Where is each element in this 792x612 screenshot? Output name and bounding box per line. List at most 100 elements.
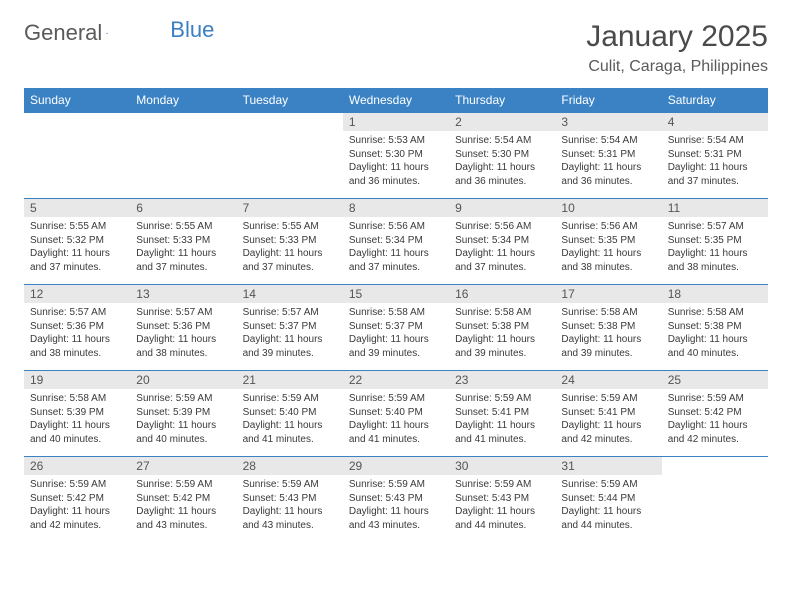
day-details: Sunrise: 5:55 AMSunset: 5:33 PMDaylight:… [237,217,343,278]
day-details: Sunrise: 5:55 AMSunset: 5:33 PMDaylight:… [130,217,236,278]
calendar-week-row: 19Sunrise: 5:58 AMSunset: 5:39 PMDayligh… [24,371,768,457]
day-number: 28 [237,457,343,475]
calendar-cell: 27Sunrise: 5:59 AMSunset: 5:42 PMDayligh… [130,457,236,543]
day-details: Sunrise: 5:57 AMSunset: 5:36 PMDaylight:… [130,303,236,364]
day-details: Sunrise: 5:57 AMSunset: 5:35 PMDaylight:… [662,217,768,278]
day-number: 4 [662,113,768,131]
day-number: 18 [662,285,768,303]
calendar-cell: 6Sunrise: 5:55 AMSunset: 5:33 PMDaylight… [130,199,236,285]
weekday-header: Saturday [662,88,768,113]
day-number: 6 [130,199,236,217]
day-number: 27 [130,457,236,475]
day-number: 15 [343,285,449,303]
calendar-cell: 7Sunrise: 5:55 AMSunset: 5:33 PMDaylight… [237,199,343,285]
calendar-cell: 21Sunrise: 5:59 AMSunset: 5:40 PMDayligh… [237,371,343,457]
day-number: 8 [343,199,449,217]
day-details: Sunrise: 5:57 AMSunset: 5:36 PMDaylight:… [24,303,130,364]
day-number: 21 [237,371,343,389]
calendar-cell: 28Sunrise: 5:59 AMSunset: 5:43 PMDayligh… [237,457,343,543]
day-details: Sunrise: 5:55 AMSunset: 5:32 PMDaylight:… [24,217,130,278]
day-number: 31 [555,457,661,475]
calendar-cell: 31Sunrise: 5:59 AMSunset: 5:44 PMDayligh… [555,457,661,543]
calendar-week-row: ......1Sunrise: 5:53 AMSunset: 5:30 PMDa… [24,113,768,199]
calendar-cell: 13Sunrise: 5:57 AMSunset: 5:36 PMDayligh… [130,285,236,371]
title-block: January 2025 Culit, Caraga, Philippines [586,20,768,76]
calendar-cell: .. [24,113,130,199]
day-details: Sunrise: 5:58 AMSunset: 5:38 PMDaylight:… [662,303,768,364]
calendar-week-row: 5Sunrise: 5:55 AMSunset: 5:32 PMDaylight… [24,199,768,285]
calendar-cell: 22Sunrise: 5:59 AMSunset: 5:40 PMDayligh… [343,371,449,457]
day-number: 29 [343,457,449,475]
calendar-week-row: 12Sunrise: 5:57 AMSunset: 5:36 PMDayligh… [24,285,768,371]
calendar-cell: 16Sunrise: 5:58 AMSunset: 5:38 PMDayligh… [449,285,555,371]
calendar-cell: 30Sunrise: 5:59 AMSunset: 5:43 PMDayligh… [449,457,555,543]
calendar-cell: 23Sunrise: 5:59 AMSunset: 5:41 PMDayligh… [449,371,555,457]
day-number: 10 [555,199,661,217]
day-details: Sunrise: 5:59 AMSunset: 5:41 PMDaylight:… [555,389,661,450]
day-number: 7 [237,199,343,217]
calendar-cell: 29Sunrise: 5:59 AMSunset: 5:43 PMDayligh… [343,457,449,543]
day-number: 22 [343,371,449,389]
day-details: Sunrise: 5:59 AMSunset: 5:42 PMDaylight:… [24,475,130,536]
calendar-cell: 11Sunrise: 5:57 AMSunset: 5:35 PMDayligh… [662,199,768,285]
day-number: 14 [237,285,343,303]
weekday-row: SundayMondayTuesdayWednesdayThursdayFrid… [24,88,768,113]
day-details: Sunrise: 5:59 AMSunset: 5:44 PMDaylight:… [555,475,661,536]
calendar-cell: 26Sunrise: 5:59 AMSunset: 5:42 PMDayligh… [24,457,130,543]
day-details: Sunrise: 5:56 AMSunset: 5:35 PMDaylight:… [555,217,661,278]
calendar-cell: 10Sunrise: 5:56 AMSunset: 5:35 PMDayligh… [555,199,661,285]
day-number: 20 [130,371,236,389]
day-details: Sunrise: 5:59 AMSunset: 5:43 PMDaylight:… [237,475,343,536]
calendar-cell: 18Sunrise: 5:58 AMSunset: 5:38 PMDayligh… [662,285,768,371]
logo-text-blue: Blue [170,17,214,43]
day-number: 26 [24,457,130,475]
calendar-cell: 8Sunrise: 5:56 AMSunset: 5:34 PMDaylight… [343,199,449,285]
day-details: Sunrise: 5:59 AMSunset: 5:40 PMDaylight:… [343,389,449,450]
header: General Blue January 2025 Culit, Caraga,… [24,20,768,76]
logo: General Blue [24,20,214,46]
day-details: Sunrise: 5:54 AMSunset: 5:31 PMDaylight:… [662,131,768,192]
day-number: 24 [555,371,661,389]
page-title: January 2025 [586,20,768,54]
day-details: Sunrise: 5:58 AMSunset: 5:37 PMDaylight:… [343,303,449,364]
day-details: Sunrise: 5:59 AMSunset: 5:40 PMDaylight:… [237,389,343,450]
day-details: Sunrise: 5:57 AMSunset: 5:37 PMDaylight:… [237,303,343,364]
day-details: Sunrise: 5:58 AMSunset: 5:38 PMDaylight:… [555,303,661,364]
calendar-cell: 12Sunrise: 5:57 AMSunset: 5:36 PMDayligh… [24,285,130,371]
day-number: 25 [662,371,768,389]
day-details: Sunrise: 5:59 AMSunset: 5:39 PMDaylight:… [130,389,236,450]
calendar-cell: 25Sunrise: 5:59 AMSunset: 5:42 PMDayligh… [662,371,768,457]
calendar-cell: 20Sunrise: 5:59 AMSunset: 5:39 PMDayligh… [130,371,236,457]
day-number: 13 [130,285,236,303]
day-details: Sunrise: 5:58 AMSunset: 5:39 PMDaylight:… [24,389,130,450]
location-label: Culit, Caraga, Philippines [586,58,768,76]
day-details: Sunrise: 5:59 AMSunset: 5:42 PMDaylight:… [130,475,236,536]
weekday-header: Sunday [24,88,130,113]
calendar-body: ......1Sunrise: 5:53 AMSunset: 5:30 PMDa… [24,113,768,543]
day-details: Sunrise: 5:59 AMSunset: 5:41 PMDaylight:… [449,389,555,450]
day-number: 30 [449,457,555,475]
day-number: 3 [555,113,661,131]
calendar-cell: 15Sunrise: 5:58 AMSunset: 5:37 PMDayligh… [343,285,449,371]
calendar-cell: .. [662,457,768,543]
day-details: Sunrise: 5:56 AMSunset: 5:34 PMDaylight:… [343,217,449,278]
day-details: Sunrise: 5:54 AMSunset: 5:31 PMDaylight:… [555,131,661,192]
day-number: 2 [449,113,555,131]
day-details: Sunrise: 5:54 AMSunset: 5:30 PMDaylight:… [449,131,555,192]
day-details: Sunrise: 5:58 AMSunset: 5:38 PMDaylight:… [449,303,555,364]
day-details: Sunrise: 5:59 AMSunset: 5:43 PMDaylight:… [343,475,449,536]
weekday-header: Tuesday [237,88,343,113]
calendar-head: SundayMondayTuesdayWednesdayThursdayFrid… [24,88,768,113]
calendar-cell: 19Sunrise: 5:58 AMSunset: 5:39 PMDayligh… [24,371,130,457]
day-number: 11 [662,199,768,217]
day-number: 16 [449,285,555,303]
weekday-header: Monday [130,88,236,113]
calendar-cell: 9Sunrise: 5:56 AMSunset: 5:34 PMDaylight… [449,199,555,285]
day-number: 17 [555,285,661,303]
calendar-cell: 14Sunrise: 5:57 AMSunset: 5:37 PMDayligh… [237,285,343,371]
calendar-cell: 5Sunrise: 5:55 AMSunset: 5:32 PMDaylight… [24,199,130,285]
day-number: 5 [24,199,130,217]
calendar-cell: 2Sunrise: 5:54 AMSunset: 5:30 PMDaylight… [449,113,555,199]
day-details: Sunrise: 5:59 AMSunset: 5:43 PMDaylight:… [449,475,555,536]
calendar-cell: 17Sunrise: 5:58 AMSunset: 5:38 PMDayligh… [555,285,661,371]
